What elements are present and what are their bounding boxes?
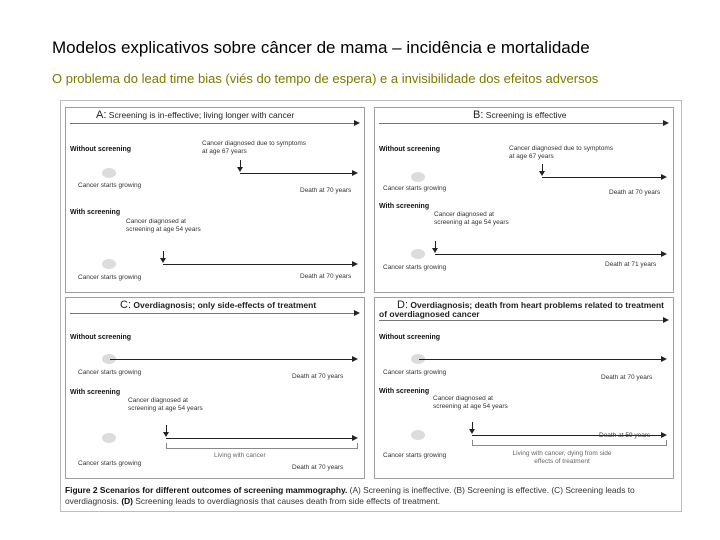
panel-c-arrow-with: [163, 425, 169, 437]
panel-c-start-with: Cancer starts growing: [78, 460, 142, 467]
panel-b-diagnosis-without: Cancer diagnosed due to symptoms at age …: [509, 145, 614, 160]
panel-a-without-label: Without screening: [70, 146, 131, 153]
panel-b-start-without: Cancer starts growing: [383, 185, 447, 192]
panel-d-dot-without: [411, 354, 425, 364]
panel-a-death-without: Death at 70 years: [300, 187, 352, 194]
panel-c-dot-without: [102, 354, 116, 364]
panel-a-dot-without: [102, 168, 116, 178]
panel-c: C: Overdiagnosis; only side-effects of t…: [65, 297, 365, 479]
panel-d: D: Overdiagnosis; death from heart probl…: [374, 297, 674, 479]
panel-c-start-without: Cancer starts growing: [78, 369, 142, 376]
panel-b-title: B: Screening is effective: [473, 109, 567, 121]
panel-c-without-label: Without screening: [70, 334, 131, 341]
panel-b-arrow-with: [432, 241, 438, 253]
panel-a-title-rule: [70, 119, 360, 126]
panel-d-title-rule: [379, 316, 669, 323]
panel-d-death-without: Death at 70 years: [601, 374, 653, 381]
panel-c-bracket: [166, 443, 358, 449]
panel-b-arrow-without: [539, 164, 545, 176]
panel-a-diagnosis-without: Cancer diagnosed due to symptoms at age …: [202, 140, 307, 155]
panel-c-death-with: Death at 70 years: [292, 464, 344, 471]
panel-d-diagnosis-with: Cancer diagnosed at screening at age 54 …: [433, 395, 508, 410]
panel-b-timeline-without: [542, 173, 667, 180]
panel-a-dot-with: [102, 259, 116, 269]
panel-c-timeline-with: [166, 434, 358, 441]
panel-a-diagnosis-with: Cancer diagnosed at screening at age 54 …: [126, 218, 201, 233]
panel-a: A: Screening is in-effective; living lon…: [65, 107, 365, 293]
panel-b-dot-without: [411, 172, 425, 182]
panel-c-diagnosis-with: Cancer diagnosed at screening at age 54 …: [128, 397, 203, 412]
panel-b: B: Screening is effective Without screen…: [374, 107, 674, 293]
panel-a-title: A: Screening is in-effective; living lon…: [96, 109, 295, 121]
panel-d-timeline-without: [419, 355, 667, 362]
panel-a-start-with: Cancer starts growing: [78, 274, 142, 281]
panel-c-dot-with: [102, 433, 116, 443]
panel-a-arrow-with: [160, 251, 166, 263]
figure-caption: Figure 2 Scenarios for different outcome…: [65, 485, 635, 506]
panel-b-start-with: Cancer starts growing: [383, 264, 447, 271]
panel-d-death-with: Death at 59 years: [599, 432, 651, 439]
panel-b-diagnosis-with: Cancer diagnosed at screening at age 54 …: [434, 211, 509, 226]
panel-b-without-label: Without screening: [379, 146, 440, 153]
panel-b-death-with: Death at 71 years: [605, 261, 657, 268]
panel-a-timeline-with: [163, 260, 358, 267]
panel-d-without-label: Without screening: [379, 334, 440, 341]
panel-d-with-label: With screening: [379, 388, 430, 395]
panel-d-start-with: Cancer starts growing: [383, 452, 447, 459]
panel-d-timeline-with: [472, 431, 667, 438]
panel-d-bracket: [472, 440, 667, 446]
panel-b-with-label: With screening: [379, 203, 430, 210]
panel-c-title-rule: [70, 309, 360, 316]
panel-c-death-without: Death at 70 years: [292, 373, 344, 380]
slide-title: Modelos explicativos sobre câncer de mam…: [52, 38, 590, 57]
panel-a-timeline-without: [240, 169, 358, 176]
scenario-figure: A: Screening is in-effective; living lon…: [60, 100, 682, 512]
panel-d-arrow-with: [469, 422, 475, 434]
panel-a-with-label: With screening: [70, 209, 121, 216]
panel-d-title: D: Overdiagnosis; death from heart probl…: [379, 299, 665, 319]
panel-d-start-without: Cancer starts growing: [383, 369, 447, 376]
panel-b-death-without: Death at 70 years: [609, 189, 661, 196]
panel-c-timeline-without: [110, 355, 358, 362]
panel-a-arrow-without: [237, 160, 243, 172]
panel-c-bracket-label: Living with cancer: [214, 452, 266, 459]
panel-a-start-without: Cancer starts growing: [78, 182, 142, 189]
panel-d-bracket-label: Living with cancer, dying from side effe…: [512, 450, 612, 465]
slide-subtitle: O problema do lead time bias (viés do te…: [52, 71, 599, 86]
panel-a-death-with: Death at 70 years: [300, 273, 352, 280]
panel-d-dot-with: [411, 430, 425, 440]
panel-b-title-rule: [379, 119, 669, 126]
panel-b-timeline-with: [435, 250, 667, 257]
panel-b-dot-with: [411, 249, 425, 259]
panel-c-title: C: Overdiagnosis; only side-effects of t…: [120, 299, 317, 311]
panel-c-with-label: With screening: [70, 389, 121, 396]
